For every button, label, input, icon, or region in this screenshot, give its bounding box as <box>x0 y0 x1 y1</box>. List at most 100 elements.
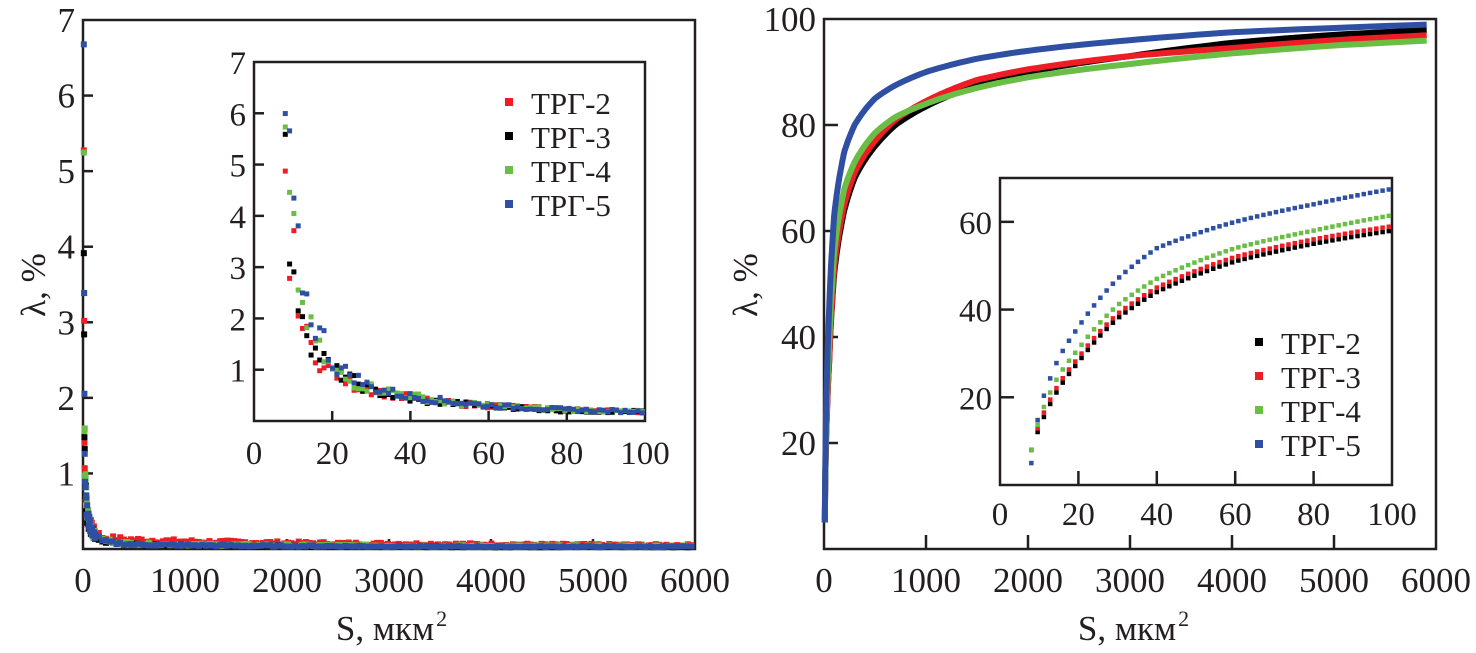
right-inset-point-ТРГ-2 <box>1261 252 1266 257</box>
right-inset-point-ТРГ-4 <box>1242 243 1247 249</box>
left-point-ТРГ-5 <box>670 543 677 550</box>
left-inset-point-ТРГ-5 <box>424 398 430 404</box>
left-inset-point-ТРГ-5 <box>390 386 396 392</box>
left-point-ТРГ-5 <box>559 543 566 550</box>
left-point-ТРГ-5 <box>81 290 88 297</box>
left-inset-point-ТРГ-5 <box>493 405 499 411</box>
right-inset-point-ТРГ-3 <box>1342 231 1348 237</box>
right-inset-point-ТРГ-5 <box>1248 215 1254 221</box>
left-inset-y-tick-label: 5 <box>230 149 247 185</box>
left-point-ТРГ-5 <box>83 492 90 499</box>
left-inset-point-ТРГ-5 <box>588 408 594 414</box>
right-inset-point-ТРГ-3 <box>1311 237 1316 242</box>
right-inset-point-ТРГ-3 <box>1148 289 1153 294</box>
right-inset-point-ТРГ-3 <box>1098 328 1103 334</box>
left-point-ТРГ-5 <box>106 538 113 545</box>
left-inset-point-ТРГ-5 <box>381 387 387 393</box>
left-inset-point-ТРГ-5 <box>545 407 551 413</box>
left-inset-point-ТРГ-5 <box>312 335 318 341</box>
right-inset-point-ТРГ-3 <box>1173 276 1178 282</box>
left-inset-point-ТРГ-5 <box>562 406 568 412</box>
right-inset-point-ТРГ-5 <box>1317 200 1323 206</box>
left-inset-point-ТРГ-5 <box>631 409 637 415</box>
left-point-ТРГ-5 <box>620 543 627 550</box>
right-inset-point-ТРГ-4 <box>1116 301 1122 307</box>
left-inset-point-ТРГ-5 <box>338 365 344 371</box>
right-inset-point-ТРГ-5 <box>1305 203 1310 208</box>
left-point-ТРГ-5 <box>220 541 227 548</box>
left-inset-y-tick-label: 1 <box>230 354 247 390</box>
left-inset-point-ТРГ-5 <box>287 128 293 134</box>
left-point-ТРГ-2 <box>227 537 234 544</box>
left-inset-point-ТРГ-5 <box>635 408 641 414</box>
right-inset-point-ТРГ-5 <box>1192 231 1197 237</box>
left-inset-point-ТРГ-5 <box>403 395 409 401</box>
left-point-ТРГ-5 <box>627 544 634 551</box>
left-inset-point-ТРГ-2 <box>325 363 331 369</box>
right-inset-legend-label: ТРГ-2 <box>1281 326 1361 361</box>
left-point-ТРГ-5 <box>459 543 466 550</box>
left-inset-point-ТРГ-5 <box>437 394 443 400</box>
left-inset-point-ТРГ-4 <box>441 401 447 407</box>
right-inset-point-ТРГ-5 <box>1261 212 1266 218</box>
left-point-ТРГ-5 <box>188 542 195 549</box>
left-point-ТРГ-5 <box>645 543 652 550</box>
left-inset-point-ТРГ-5 <box>334 371 340 377</box>
left-inset-point-ТРГ-5 <box>553 405 559 411</box>
right-inset-point-ТРГ-4 <box>1179 265 1185 270</box>
left-inset-point-ТРГ-5 <box>506 402 512 408</box>
right-inset-point-ТРГ-4 <box>1210 253 1216 258</box>
left-point-ТРГ-5 <box>177 541 184 548</box>
right-inset-point-ТРГ-4 <box>1185 262 1191 268</box>
right-inset-point-ТРГ-4 <box>1386 213 1392 219</box>
left-inset-point-ТРГ-4 <box>347 378 353 384</box>
left-inset-point-ТРГ-5 <box>497 405 503 411</box>
right-inset-point-ТРГ-3 <box>1204 264 1210 269</box>
right-inset-point-ТРГ-2 <box>1192 273 1197 278</box>
left-x-tick-label: 4000 <box>456 561 526 600</box>
left-inset-point-ТРГ-3 <box>609 409 615 415</box>
right-inset-point-ТРГ-3 <box>1192 269 1197 274</box>
right-inset-point-ТРГ-3 <box>1185 271 1191 277</box>
left-inset-point-ТРГ-4 <box>450 398 456 404</box>
left-inset-point-ТРГ-4 <box>321 359 327 365</box>
right-inset-x-tick-label: 20 <box>1062 497 1095 533</box>
right-inset-point-ТРГ-3 <box>1305 238 1310 243</box>
right-inset-point-ТРГ-2 <box>1236 258 1241 263</box>
left-point-ТРГ-5 <box>192 542 199 549</box>
left-point-ТРГ-5 <box>470 544 477 551</box>
left-inset-point-ТРГ-4 <box>308 314 314 320</box>
left-point-ТРГ-5 <box>567 544 574 551</box>
right-inset-point-ТРГ-2 <box>1361 232 1367 238</box>
right-inset-y-tick-label: 20 <box>959 381 992 417</box>
right-inset-point-ТРГ-3 <box>1116 310 1122 315</box>
right-inset-point-ТРГ-3 <box>1380 225 1385 230</box>
left-inset-point-ТРГ-5 <box>295 223 301 229</box>
right-inset-legend-marker <box>1255 440 1263 448</box>
right-x-tick-label: 4000 <box>1197 561 1267 600</box>
right-inset-legend-label: ТРГ-4 <box>1281 394 1361 429</box>
left-point-ТРГ-5 <box>174 542 181 549</box>
left-point-ТРГ-5 <box>310 542 317 549</box>
left-point-ТРГ-5 <box>495 543 502 550</box>
right-inset-point-ТРГ-5 <box>1267 211 1272 216</box>
left-point-ТРГ-5 <box>688 543 695 550</box>
left-point-ТРГ-5 <box>238 543 245 550</box>
right-inset-point-ТРГ-4 <box>1286 233 1291 238</box>
left-point-ТРГ-2 <box>127 536 134 543</box>
left-point-ТРГ-5 <box>231 542 238 549</box>
left-point-ТРГ-5 <box>149 542 156 549</box>
right-inset-point-ТРГ-5 <box>1286 207 1291 212</box>
right-inset-point-ТРГ-2 <box>1060 380 1065 385</box>
left-point-ТРГ-2 <box>81 439 88 446</box>
left-inset-point-ТРГ-5 <box>540 407 546 413</box>
left-inset-point-ТРГ-5 <box>622 407 628 413</box>
left-inset-point-ТРГ-4 <box>411 391 417 397</box>
left-point-ТРГ-5 <box>202 542 209 549</box>
right-y-tick-label: 40 <box>781 318 816 357</box>
left-point-ТРГ-5 <box>677 543 684 550</box>
right-inset-point-ТРГ-2 <box>1317 240 1323 245</box>
left-inset-point-ТРГ-3 <box>351 373 357 379</box>
right-inset-point-ТРГ-4 <box>1198 257 1203 263</box>
left-y-tick-label: 1 <box>58 454 76 493</box>
